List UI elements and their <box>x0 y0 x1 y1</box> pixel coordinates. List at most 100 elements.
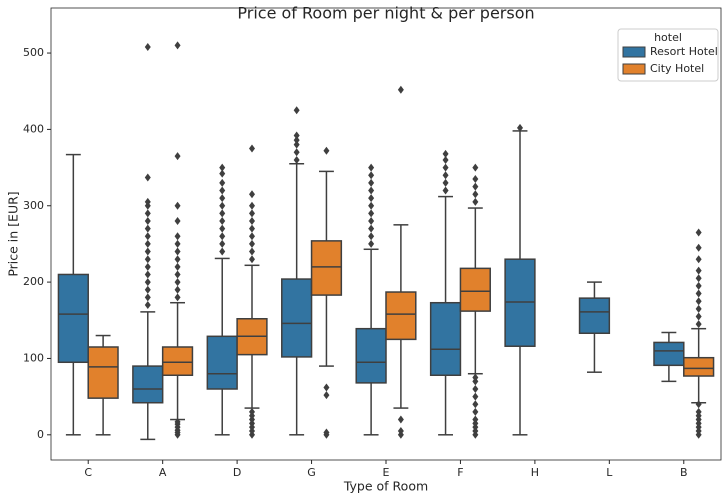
x-tick-label: D <box>233 466 241 479</box>
outlier <box>249 407 255 416</box>
outlier <box>144 278 151 287</box>
outlier <box>144 173 151 182</box>
outlier <box>144 197 151 206</box>
outlier <box>442 163 449 172</box>
legend-title: hotel <box>654 31 682 44</box>
outlier <box>472 190 479 199</box>
outlier <box>219 186 226 195</box>
outlier <box>144 217 151 226</box>
outlier <box>144 247 151 256</box>
outlier <box>249 209 255 218</box>
outlier <box>219 217 226 226</box>
outlier <box>695 243 702 252</box>
outlier <box>293 106 300 115</box>
outlier <box>472 373 479 382</box>
y-tick-label: 500 <box>23 46 44 59</box>
outlier <box>249 247 255 256</box>
y-tick-label: 400 <box>23 122 44 135</box>
outlier <box>174 201 181 210</box>
outlier <box>144 262 151 271</box>
outlier <box>174 239 181 248</box>
x-tick-label: E <box>383 466 390 479</box>
outlier <box>368 217 375 226</box>
outlier <box>397 415 404 424</box>
x-tick-label: A <box>159 466 167 479</box>
outlier <box>219 194 226 203</box>
outlier <box>219 201 226 210</box>
outlier <box>174 152 181 161</box>
outlier <box>397 85 404 94</box>
outlier <box>293 148 300 157</box>
outlier <box>174 232 181 241</box>
outlier <box>144 255 151 264</box>
outlier <box>249 190 255 199</box>
outlier <box>695 304 702 313</box>
outlier <box>249 217 255 226</box>
outlier <box>174 247 181 256</box>
legend-label: City Hotel <box>650 62 704 75</box>
outlier <box>174 278 181 287</box>
outlier <box>144 301 151 310</box>
outlier <box>219 209 226 218</box>
outlier <box>368 194 375 203</box>
outlier <box>472 197 479 206</box>
box <box>504 258 536 347</box>
outlier <box>249 239 255 248</box>
outlier <box>442 171 449 180</box>
outlier <box>174 417 181 426</box>
outlier <box>368 186 375 195</box>
outlier <box>219 247 226 256</box>
outlier <box>323 391 330 400</box>
outlier <box>472 182 479 191</box>
outlier <box>219 178 226 187</box>
outlier <box>144 224 151 233</box>
x-tick-label: C <box>84 466 92 479</box>
outlier <box>442 155 449 164</box>
outlier <box>144 42 151 51</box>
outlier <box>323 146 330 155</box>
outlier <box>219 169 226 178</box>
outlier <box>249 255 255 264</box>
outlier <box>368 163 375 172</box>
outlier <box>695 289 702 298</box>
x-tick-label: L <box>606 466 613 479</box>
box <box>355 327 387 384</box>
outlier <box>695 255 702 264</box>
outlier <box>442 178 449 187</box>
outlier <box>144 293 151 302</box>
outlier <box>249 201 255 210</box>
outlier <box>517 123 523 132</box>
outlier <box>323 383 330 392</box>
box <box>281 278 313 358</box>
outlier <box>472 415 479 424</box>
outlier <box>368 209 375 218</box>
outlier <box>174 41 181 50</box>
outlier <box>293 131 300 140</box>
outlier <box>174 262 181 271</box>
y-axis-label: Price in [EUR] <box>6 191 21 276</box>
x-axis-label: Type of Room <box>343 479 428 494</box>
outlier <box>249 232 255 241</box>
outlier <box>442 186 449 195</box>
box <box>459 267 491 312</box>
outlier <box>472 392 479 401</box>
box <box>429 301 462 376</box>
outlier <box>174 217 181 226</box>
outlier <box>472 163 479 172</box>
outlier <box>144 209 151 218</box>
outlier <box>368 239 375 248</box>
box <box>578 297 611 335</box>
outlier <box>293 136 300 145</box>
box <box>87 346 119 399</box>
outlier <box>219 239 226 248</box>
outlier <box>144 270 151 279</box>
outlier <box>695 407 702 416</box>
outlier <box>368 178 375 187</box>
outlier <box>695 266 702 275</box>
outlier <box>144 232 151 241</box>
outlier <box>472 400 479 409</box>
outlier <box>368 171 375 180</box>
box <box>653 341 685 367</box>
x-tick-label: F <box>457 466 463 479</box>
